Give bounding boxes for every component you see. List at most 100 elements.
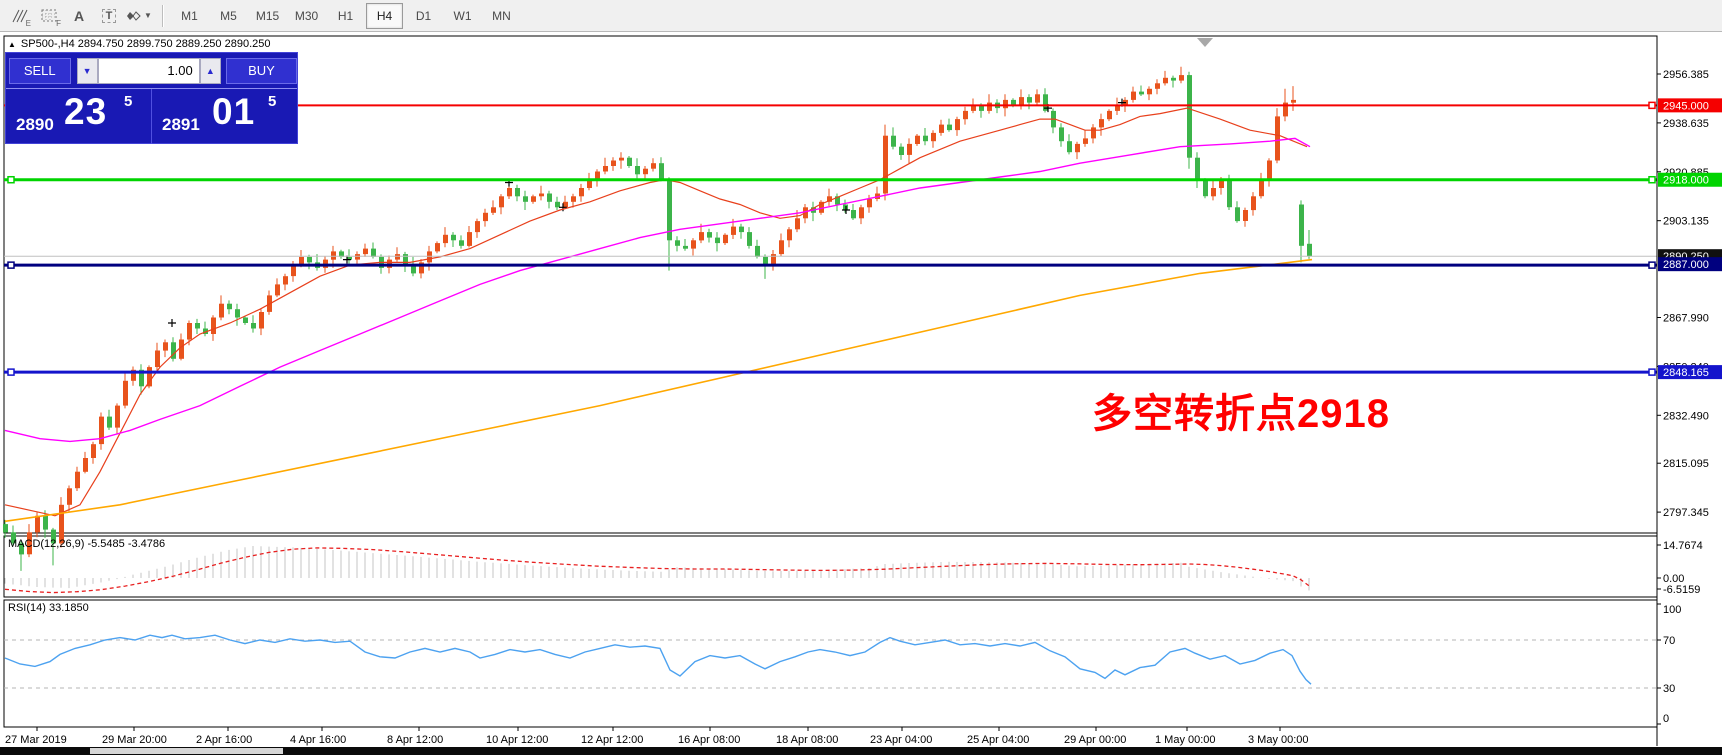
price-tick-label: 2867.990: [1663, 313, 1709, 325]
price-tick-label: 2832.490: [1663, 410, 1709, 422]
time-tick-label[interactable]: 10 Apr 12:00: [486, 734, 548, 746]
sell-price-pips: 23: [64, 91, 108, 132]
timeframe-button-m15[interactable]: M15: [255, 8, 280, 23]
text-label-icon[interactable]: A: [73, 7, 85, 24]
support-line-2848-handle[interactable]: [1648, 368, 1656, 376]
pivot-line-2918-handle[interactable]: [7, 175, 15, 184]
ma-fast-line: [4, 107, 1308, 517]
time-tick-label[interactable]: 1 May 00:00: [1155, 734, 1216, 746]
timeframe-button-m1[interactable]: M1: [181, 8, 198, 23]
time-tick-label[interactable]: 25 Apr 04:00: [967, 734, 1029, 746]
pivot-line-2918-handle[interactable]: [1648, 175, 1656, 184]
macd-tick-label: 0.00: [1663, 573, 1684, 585]
timeframe-button-m30[interactable]: M30: [294, 8, 319, 23]
doji-marker: [559, 203, 567, 212]
drawing-tools-group: E F A T ▼: [4, 0, 154, 31]
volume-input[interactable]: [97, 57, 200, 84]
timeframe-button-d1[interactable]: D1: [415, 8, 432, 23]
price-badge-label: 2918.000: [1663, 175, 1709, 187]
support-line-2887-handle[interactable]: [1648, 261, 1656, 269]
time-tick-label[interactable]: 2 Apr 16:00: [196, 734, 252, 746]
support-line-2887-handle[interactable]: [7, 261, 15, 269]
rsi-tick-label: 0: [1663, 713, 1669, 725]
price-badge: [1658, 365, 1722, 380]
toolbar: E F A T ▼ M1 M5 M15 M30 H1 H4 D1 W1 MN: [0, 0, 1722, 32]
time-tick-label[interactable]: 18 Apr 08:00: [776, 734, 838, 746]
buy-price-box[interactable]: 2891 01 5: [152, 89, 297, 144]
timeframe-button-h4[interactable]: H4: [366, 2, 403, 29]
one-click-trade-panel: SELL ▼ ▲ BUY 2890 23 5 2891 01 5: [5, 52, 298, 144]
text-box-icon[interactable]: T: [94, 3, 124, 29]
horizontal-scrollbar[interactable]: [0, 747, 1722, 755]
price-badge: [1658, 98, 1722, 113]
macd-indicator-label: MACD(12,26,9) -5.5485 -3.4786: [8, 538, 166, 550]
price-tick-label: 2797.345: [1663, 507, 1709, 519]
buy-button[interactable]: BUY: [225, 57, 298, 84]
time-tick-label[interactable]: 16 Apr 08:00: [678, 734, 740, 746]
time-tick-label[interactable]: 12 Apr 12:00: [581, 734, 643, 746]
doji-marker: [842, 206, 850, 214]
price-tick-label: 2956.385: [1663, 69, 1709, 81]
volume-decrease-button[interactable]: ▼: [76, 57, 98, 84]
time-tick-label[interactable]: 27 Mar 2019: [5, 734, 67, 746]
equidistant-channel-icon[interactable]: E: [4, 3, 34, 29]
price-badge-label: 2848.165: [1663, 367, 1709, 379]
candles-group: [3, 66, 1312, 571]
arrow-objects-icon[interactable]: ▼: [124, 3, 154, 29]
price-badge-label: 2887.000: [1663, 259, 1709, 271]
toolbar-separator: [162, 4, 164, 27]
support-line-2848-handle[interactable]: [7, 368, 15, 376]
trade-panel-price-row: 2890 23 5 2891 01 5: [6, 89, 297, 144]
time-tick-label[interactable]: 8 Apr 12:00: [387, 734, 443, 746]
rsi-tick-label: 30: [1663, 683, 1675, 695]
volume-increase-button[interactable]: ▲: [199, 57, 221, 84]
symbol-ohlc-text: SP500-,H4 2894.750 2899.750 2889.250 289…: [20, 38, 271, 50]
macd-pane-border: [3, 535, 1658, 598]
time-tick-label[interactable]: 29 Mar 20:00: [102, 734, 167, 746]
price-tick-label: 2815.095: [1663, 458, 1709, 470]
trade-panel-top-row: SELL ▼ ▲ BUY: [6, 53, 298, 89]
buy-price-pips: 01: [212, 91, 256, 132]
macd-tick-label: -6.5159: [1663, 584, 1700, 596]
sell-price-stem: 2890: [16, 115, 54, 134]
rsi-tick-label: 100: [1663, 604, 1681, 616]
timeframe-button-w1[interactable]: W1: [453, 8, 472, 23]
rsi-indicator-label: RSI(14) 33.1850: [8, 602, 89, 614]
sell-price-box[interactable]: 2890 23 5: [6, 89, 152, 144]
symbol-ohlc-line: ▲ SP500-,H4 2894.750 2899.750 2889.250 2…: [8, 38, 270, 50]
timeframe-button-h1[interactable]: H1: [337, 8, 354, 23]
price-badge: [1658, 257, 1722, 272]
macd-signal-line: [4, 547, 1310, 594]
price-badge-label: 2945.000: [1663, 100, 1709, 112]
time-tick-label[interactable]: 3 May 00:00: [1248, 734, 1309, 746]
time-tick-label[interactable]: 29 Apr 00:00: [1064, 734, 1126, 746]
doji-marker: [168, 319, 176, 327]
scroll-to-end-icon[interactable]: [1197, 38, 1213, 47]
rsi-tick-label: 70: [1663, 635, 1675, 647]
price-tick-label: 2938.635: [1663, 118, 1709, 130]
collapse-arrow-icon[interactable]: ▲: [8, 39, 16, 49]
sell-price-point: 5: [124, 93, 133, 110]
macd-tick-label: 14.7674: [1663, 540, 1703, 552]
price-badge: [1658, 172, 1722, 187]
time-tick-label[interactable]: 23 Apr 04:00: [870, 734, 932, 746]
price-chart-canvas[interactable]: 2956.3852938.6352920.8852903.1352867.990…: [0, 33, 1722, 746]
chart-annotation-text[interactable]: 多空转折点2918: [1092, 392, 1390, 436]
sell-button[interactable]: SELL: [9, 57, 71, 84]
timeframe-button-mn[interactable]: MN: [492, 8, 511, 23]
time-tick-label[interactable]: 4 Apr 16:00: [290, 734, 346, 746]
buy-price-stem: 2891: [162, 115, 200, 134]
timeframe-button-m5[interactable]: M5: [220, 8, 237, 23]
chart-window: 2956.3852938.6352920.8852903.1352867.990…: [0, 33, 1722, 746]
price-tick-label: 2903.135: [1663, 216, 1709, 228]
rsi-line: [4, 634, 1312, 685]
fibo-grid-icon[interactable]: F: [34, 3, 64, 29]
doji-marker: [343, 255, 351, 264]
rsi-pane-border: [3, 599, 1658, 728]
timeframe-group: M1 M5 M15 M30 H1 H4 D1 W1 MN: [170, 0, 521, 31]
scrollbar-thumb[interactable]: [90, 748, 283, 754]
ma-slow-line: [4, 258, 1313, 523]
resistance-line-2945-handle[interactable]: [1648, 101, 1656, 110]
ma-mid-line: [4, 137, 1311, 443]
